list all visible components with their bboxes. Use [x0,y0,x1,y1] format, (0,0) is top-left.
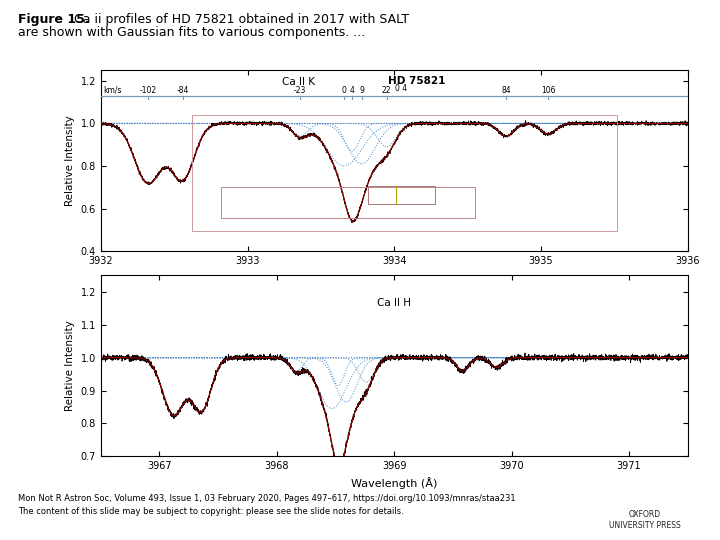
Text: -23: -23 [294,86,306,94]
Y-axis label: Relative Intensity: Relative Intensity [65,115,75,206]
Bar [221,187,475,218]
Text: OXFORD
UNIVERSITY PRESS: OXFORD UNIVERSITY PRESS [608,510,680,530]
Text: 106: 106 [541,86,555,94]
Text: km/s: km/s [104,86,122,94]
Text: Ca II K: Ca II K [282,77,315,87]
Bar [192,115,617,231]
Text: Ca II H: Ca II H [377,299,411,308]
Text: 22: 22 [382,86,392,94]
Text: -84: -84 [176,86,189,94]
Text: 0 4: 0 4 [395,84,408,93]
Text: The content of this slide may be subject to copyright: please see the slide note: The content of this slide may be subject… [18,507,404,516]
Y-axis label: Relative Intensity: Relative Intensity [65,320,75,411]
Text: Figure 15.: Figure 15. [18,14,89,26]
X-axis label: Wavelength (Å): Wavelength (Å) [351,477,437,489]
Text: -102: -102 [140,86,157,94]
Text: are shown with Gaussian fits to various components. ...: are shown with Gaussian fits to various … [18,26,365,39]
Text: 84: 84 [501,86,510,94]
Text: HD 75821: HD 75821 [387,76,445,86]
Text: 0: 0 [342,86,347,94]
Text: 4: 4 [350,86,354,94]
Text: 9: 9 [359,86,364,94]
Bar [368,186,436,204]
Text: Mon Not R Astron Soc, Volume 493, Issue 1, 03 February 2020, Pages 497–617, http: Mon Not R Astron Soc, Volume 493, Issue … [18,494,516,503]
Text: Ca ii profiles of HD 75821 obtained in 2017 with SALT: Ca ii profiles of HD 75821 obtained in 2… [70,14,409,26]
